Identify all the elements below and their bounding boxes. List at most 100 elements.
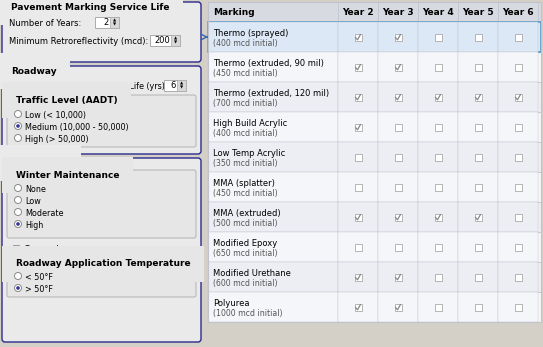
Bar bbox=[498, 112, 538, 142]
Text: Operations: Operations bbox=[11, 159, 67, 168]
Bar bbox=[515, 273, 521, 280]
FancyBboxPatch shape bbox=[7, 259, 196, 297]
Bar bbox=[475, 213, 482, 220]
Bar bbox=[378, 2, 418, 22]
Bar bbox=[434, 213, 441, 220]
Bar bbox=[338, 82, 378, 112]
Text: 6: 6 bbox=[171, 81, 176, 90]
Bar bbox=[208, 262, 541, 292]
Bar bbox=[338, 202, 378, 232]
Bar bbox=[338, 172, 378, 202]
Text: High: High bbox=[25, 221, 43, 230]
Bar bbox=[355, 124, 362, 130]
FancyBboxPatch shape bbox=[2, 66, 201, 154]
Bar bbox=[355, 64, 362, 70]
Text: Year 4: Year 4 bbox=[422, 8, 454, 17]
Bar bbox=[355, 34, 362, 41]
Bar bbox=[338, 52, 378, 82]
Bar bbox=[515, 184, 521, 191]
Bar bbox=[13, 245, 19, 251]
Bar bbox=[208, 202, 541, 232]
Bar bbox=[418, 292, 458, 322]
Bar bbox=[418, 82, 458, 112]
Circle shape bbox=[15, 185, 22, 192]
Text: Thermo (extruded, 120 mil): Thermo (extruded, 120 mil) bbox=[213, 89, 329, 98]
Circle shape bbox=[16, 124, 20, 128]
Text: (700 mcd initial): (700 mcd initial) bbox=[213, 99, 277, 108]
Bar bbox=[418, 232, 458, 262]
Bar bbox=[378, 82, 418, 112]
Bar bbox=[208, 2, 541, 22]
Text: Modified Epoxy: Modified Epoxy bbox=[213, 239, 277, 248]
Bar bbox=[395, 64, 401, 70]
Bar bbox=[395, 34, 401, 41]
Bar bbox=[434, 273, 441, 280]
Circle shape bbox=[15, 272, 22, 279]
Text: (400 mcd initial): (400 mcd initial) bbox=[213, 129, 277, 138]
Text: MMA (splatter): MMA (splatter) bbox=[213, 179, 275, 188]
Bar bbox=[515, 213, 521, 220]
Circle shape bbox=[15, 135, 22, 142]
Bar bbox=[208, 142, 338, 172]
Bar bbox=[378, 112, 418, 142]
Bar bbox=[378, 52, 418, 82]
Bar bbox=[475, 93, 482, 101]
Bar bbox=[208, 172, 338, 202]
Bar bbox=[208, 52, 541, 82]
Bar bbox=[208, 262, 338, 292]
Bar bbox=[434, 93, 441, 101]
Circle shape bbox=[15, 110, 22, 118]
Text: Year 3: Year 3 bbox=[382, 8, 414, 17]
Bar bbox=[208, 22, 541, 52]
Text: (600 mcd initial): (600 mcd initial) bbox=[213, 279, 277, 288]
Text: Thermo (extruded, 90 mil): Thermo (extruded, 90 mil) bbox=[213, 59, 324, 68]
Bar bbox=[208, 142, 541, 172]
Bar bbox=[458, 112, 498, 142]
Text: Thermo (sprayed): Thermo (sprayed) bbox=[213, 29, 288, 38]
Bar bbox=[338, 262, 378, 292]
Bar bbox=[515, 244, 521, 251]
Bar bbox=[395, 124, 401, 130]
Bar bbox=[208, 112, 541, 142]
Bar bbox=[434, 64, 441, 70]
Bar bbox=[355, 184, 362, 191]
Bar bbox=[475, 34, 482, 41]
Bar bbox=[355, 244, 362, 251]
Bar bbox=[378, 202, 418, 232]
Text: (350 mcd initial): (350 mcd initial) bbox=[213, 159, 277, 168]
Bar bbox=[177, 80, 186, 91]
Text: (650 mcd initial): (650 mcd initial) bbox=[213, 249, 277, 258]
Bar bbox=[355, 273, 362, 280]
Bar bbox=[395, 304, 401, 311]
Bar bbox=[150, 35, 180, 46]
Bar bbox=[498, 2, 538, 22]
Bar bbox=[110, 17, 119, 28]
Bar bbox=[378, 232, 418, 262]
Bar bbox=[458, 22, 498, 52]
Text: Modified Urethane: Modified Urethane bbox=[213, 269, 291, 278]
FancyBboxPatch shape bbox=[7, 95, 196, 147]
Bar bbox=[458, 262, 498, 292]
Bar bbox=[458, 172, 498, 202]
Circle shape bbox=[16, 222, 20, 226]
FancyBboxPatch shape bbox=[2, 2, 201, 62]
Circle shape bbox=[16, 286, 20, 290]
Text: High (> 50,000): High (> 50,000) bbox=[25, 135, 89, 144]
Bar bbox=[434, 304, 441, 311]
Bar bbox=[458, 232, 498, 262]
Bar bbox=[498, 172, 538, 202]
Bar bbox=[395, 244, 401, 251]
Bar bbox=[338, 2, 378, 22]
Text: ▲: ▲ bbox=[174, 36, 177, 40]
Bar bbox=[498, 292, 538, 322]
Bar bbox=[458, 142, 498, 172]
Bar bbox=[458, 2, 498, 22]
Text: Polyurea: Polyurea bbox=[213, 299, 249, 308]
Bar bbox=[475, 124, 482, 130]
Bar bbox=[355, 304, 362, 311]
Bar bbox=[164, 80, 186, 91]
Text: Grooved: Grooved bbox=[23, 245, 59, 254]
Bar bbox=[208, 232, 338, 262]
FancyBboxPatch shape bbox=[7, 170, 196, 238]
Bar bbox=[515, 304, 521, 311]
